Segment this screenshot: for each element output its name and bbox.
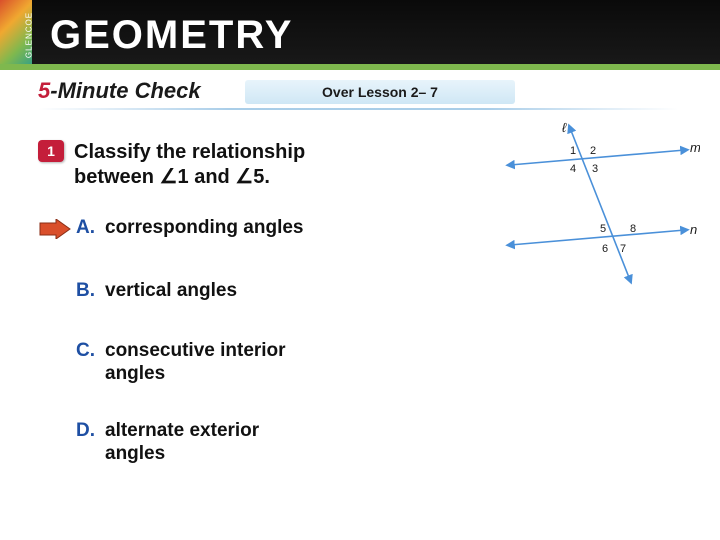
option-b-letter: B. [76, 280, 95, 301]
option-a[interactable]: A. corresponding angles [76, 217, 396, 240]
question-text: Classify the relationship between ∠1 and… [74, 140, 394, 190]
question-line2a: between [74, 166, 160, 188]
option-d-text: alternate exterior angles [105, 420, 259, 466]
option-b[interactable]: B. vertical angles [76, 280, 396, 303]
angle-8: 8 [630, 223, 636, 235]
line-n [510, 230, 685, 245]
five-rest: -Minute Check [50, 78, 200, 103]
angle-4: 4 [570, 163, 576, 175]
option-d-letter: D. [76, 420, 95, 441]
option-a-letter: A. [76, 217, 95, 238]
question-line1: Classify the relationship [74, 141, 305, 163]
book-title: GEOMETRY [50, 13, 293, 58]
option-b-text: vertical angles [105, 280, 237, 301]
angle-1: 1 [570, 145, 576, 157]
angle-3: 3 [592, 163, 598, 175]
angle-symbol-2: ∠ [235, 166, 253, 188]
option-c[interactable]: C. consecutive interior angles [76, 340, 396, 386]
label-l: ℓ [562, 120, 567, 135]
angle-2: 2 [590, 145, 596, 157]
question-num1: 1 and [178, 166, 236, 188]
spine-label: GLENCOE [25, 12, 34, 58]
angle-7: 7 [620, 243, 626, 255]
option-c-text: consecutive interior angles [105, 340, 286, 386]
question-num2: 5. [253, 166, 270, 188]
five-digit: 5 [38, 78, 50, 103]
parallel-lines-diagram: ℓ m n 1 2 3 4 5 6 7 8 [500, 120, 700, 290]
angle-5: 5 [600, 223, 606, 235]
transversal-l [570, 128, 630, 280]
book-spine: GLENCOE [0, 0, 32, 70]
angle-6: 6 [602, 243, 608, 255]
answer-arrow-icon [38, 219, 72, 239]
divider-line [38, 108, 678, 110]
five-minute-check-logo: 5-Minute Check [38, 78, 201, 104]
option-d[interactable]: D. alternate exterior angles [76, 420, 396, 466]
option-c-letter: C. [76, 340, 95, 361]
angle-symbol-1: ∠ [160, 166, 178, 188]
header-underline [0, 64, 720, 70]
question-number-badge: 1 [38, 140, 64, 162]
lesson-banner: Over Lesson 2– 7 [245, 80, 515, 104]
label-m: m [690, 140, 700, 155]
header: GLENCOE GEOMETRY [0, 0, 720, 70]
option-a-text: corresponding angles [105, 217, 303, 238]
label-n: n [690, 222, 697, 237]
